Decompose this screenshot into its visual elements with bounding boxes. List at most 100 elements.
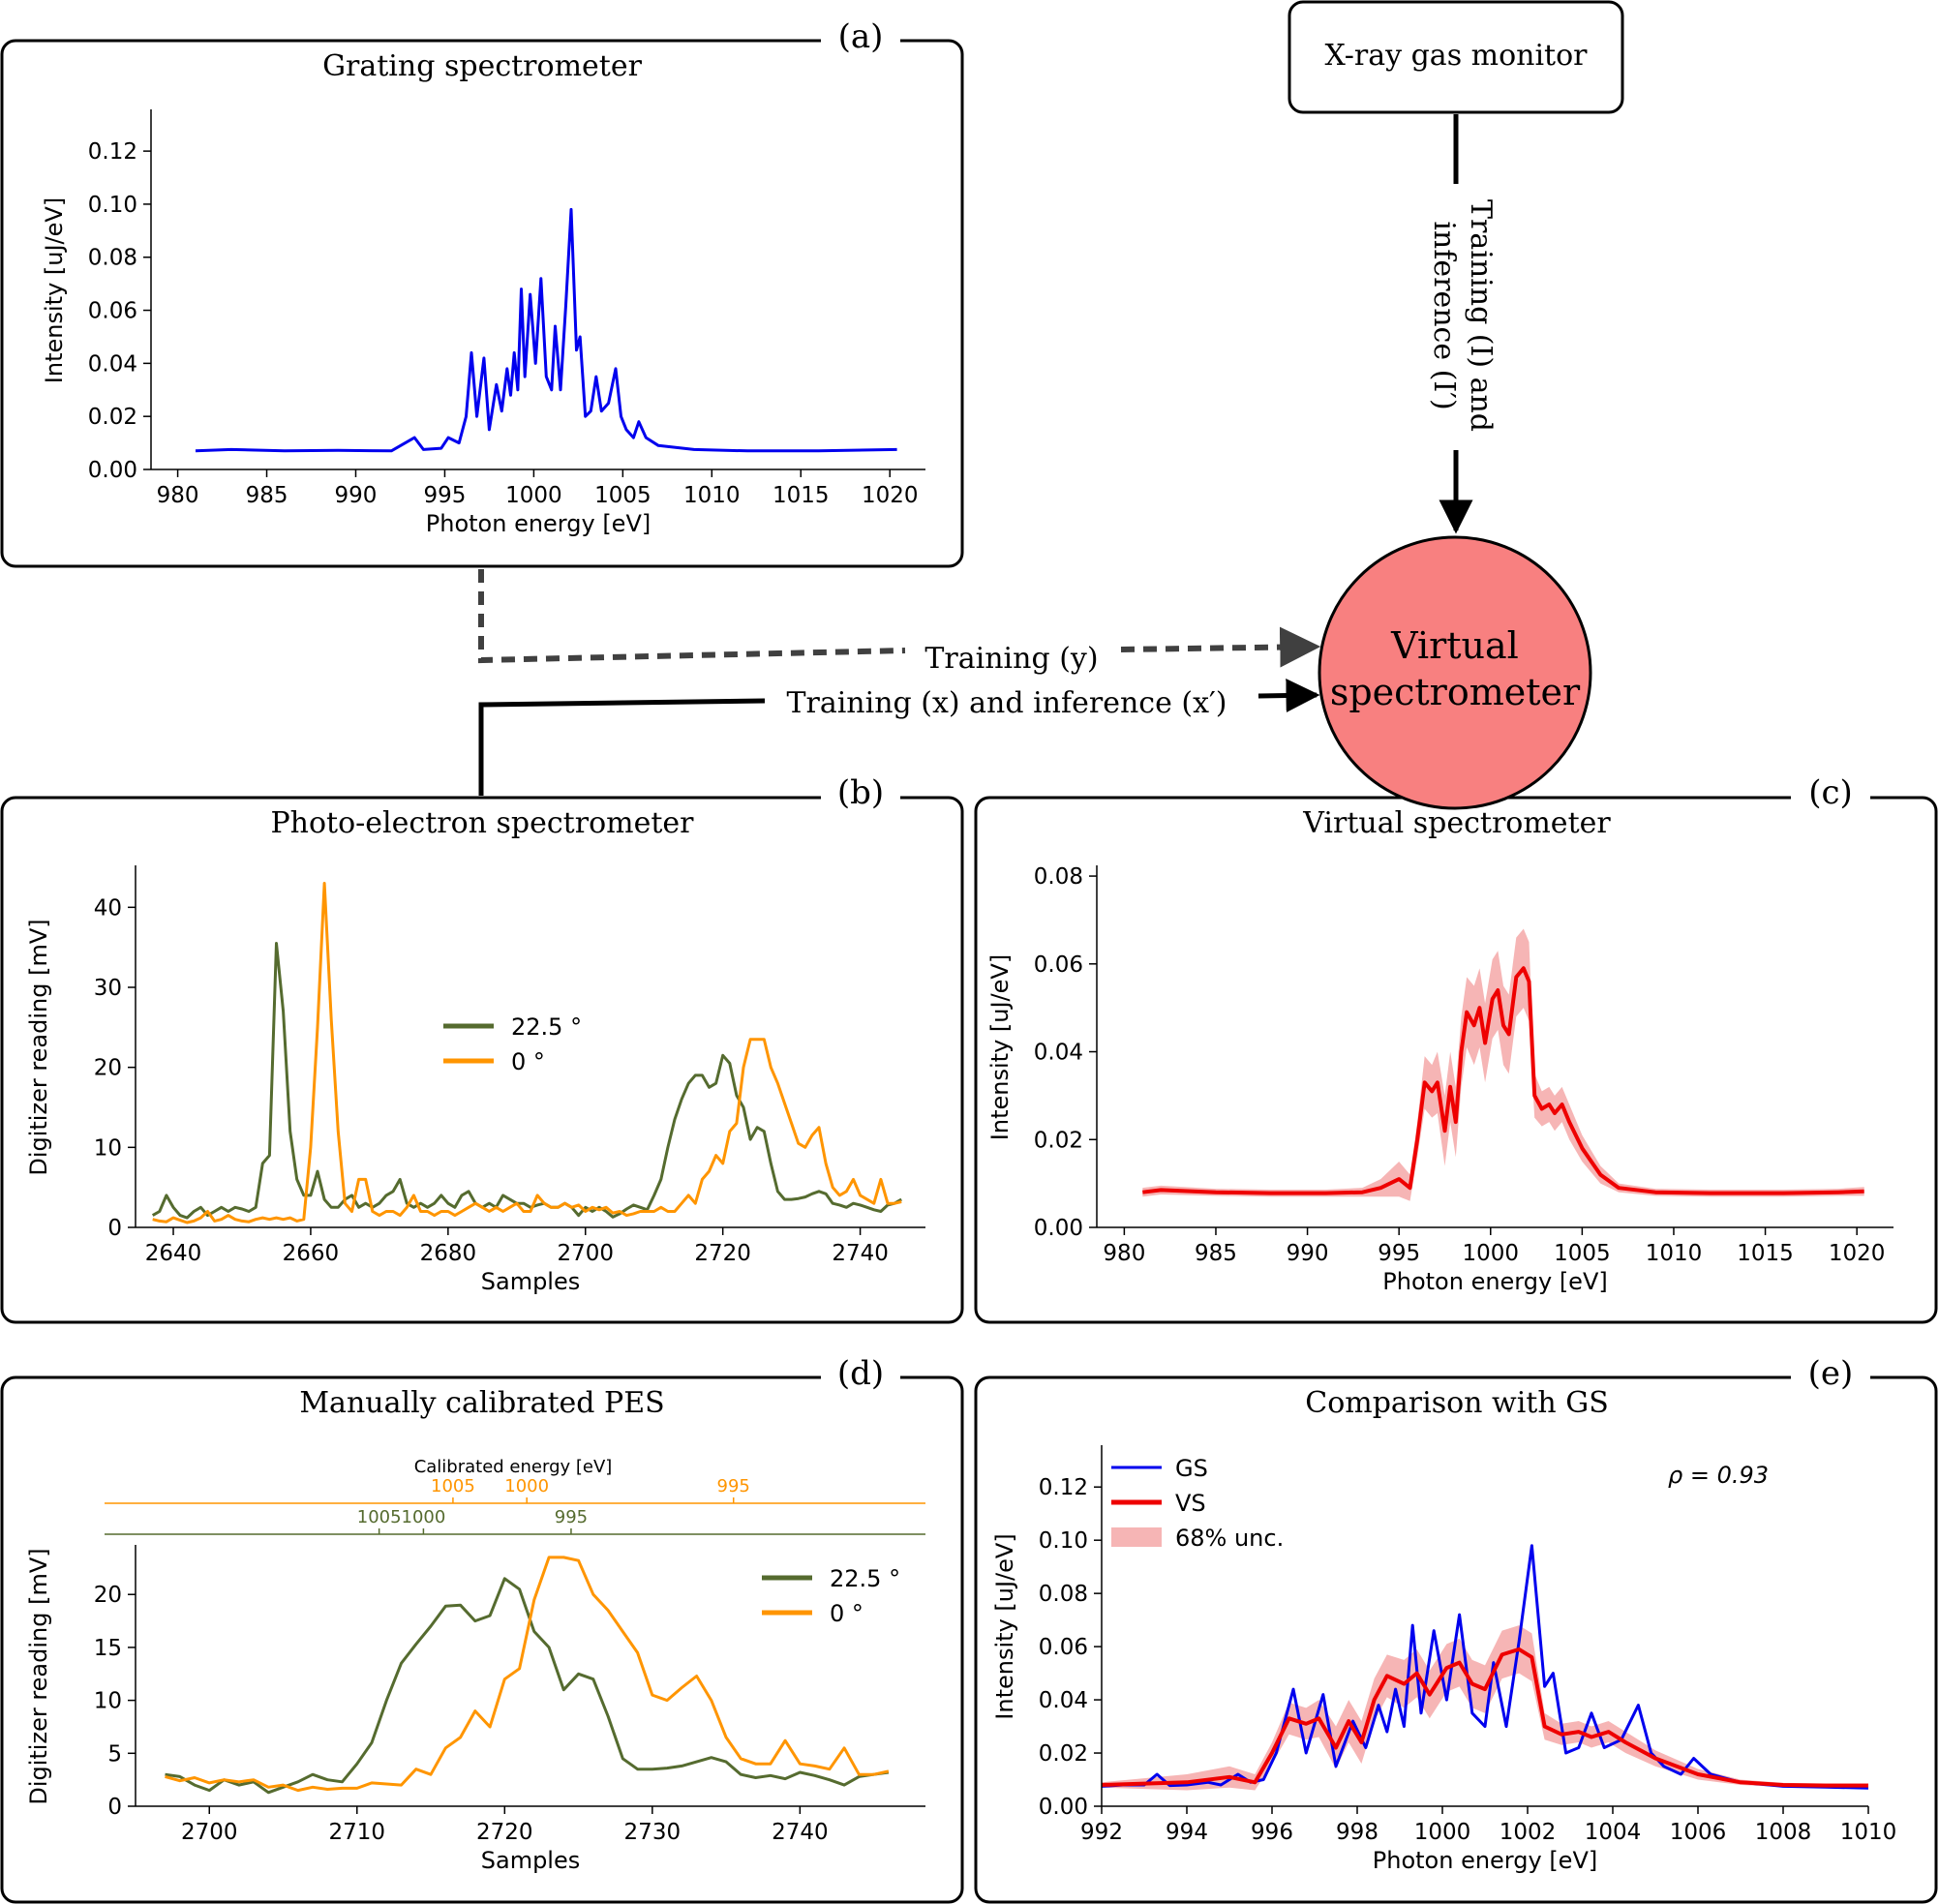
x-tick-label-a: 990 <box>335 483 378 508</box>
y-tick-label-d: 15 <box>94 1636 122 1661</box>
top-axis-green-label: 995 <box>555 1507 588 1527</box>
y-tick-label-a: 0.02 <box>88 405 137 430</box>
top-axis-green-label: 1005 <box>357 1507 402 1527</box>
y-tick-label-a: 0.10 <box>88 193 137 218</box>
x-axis-label-c: Photon energy [eV] <box>1382 1268 1607 1295</box>
x-tick-label-e: 992 <box>1080 1820 1123 1845</box>
x-tick-label-a: 1010 <box>683 483 741 508</box>
legend-label-e: GS <box>1175 1455 1208 1482</box>
top-axis-orange-label: 1000 <box>504 1476 549 1496</box>
y-tick-label-e: 0.02 <box>1039 1741 1088 1767</box>
x-tick-label-e: 994 <box>1166 1820 1208 1845</box>
y-tick-label-e: 0.00 <box>1039 1795 1088 1820</box>
x-tick-label-e: 1008 <box>1755 1820 1812 1845</box>
y-tick-label-e: 0.06 <box>1039 1635 1088 1660</box>
x-tick-label-c: 1000 <box>1462 1241 1519 1266</box>
chart-d: 2700 2710 2720 2730 2740 0 5 10 15 20 Samples Digit… <box>25 1457 925 1874</box>
chart-c: 980 985 990 995 1000 1005 1010 1015 1020 0.00 0.02… <box>986 864 1894 1295</box>
x-tick-label-b: 2640 <box>145 1241 202 1266</box>
series-line-b-0 <box>151 942 902 1220</box>
edge-gs-to-vs: Training (y) <box>478 569 1321 676</box>
x-tick-label-a: 980 <box>157 483 199 508</box>
series-line-a-0 <box>195 207 897 453</box>
panel-e-tag: (e) <box>1808 1354 1854 1393</box>
edge-pes-label: Training (x) and inference (x′) <box>786 686 1227 720</box>
vs-node: Virtual spectrometer <box>1318 535 1592 810</box>
y-tick-label-e: 0.12 <box>1039 1475 1088 1500</box>
x-tick-label-e: 1000 <box>1414 1820 1471 1845</box>
panel-a-frame: (a) Grating spectrometer <box>0 17 964 568</box>
panel-b-tag: (b) <box>837 773 884 812</box>
y-tick-label-e: 0.10 <box>1039 1528 1088 1554</box>
x-tick-label-e: 996 <box>1251 1820 1293 1845</box>
y-tick-label-c: 0.00 <box>1034 1216 1083 1241</box>
y-axis-label-b: Digitizer reading [mV] <box>25 919 52 1175</box>
panel-a-tag: (a) <box>838 17 884 56</box>
annotation-rho: ρ = 0.93 <box>1668 1462 1769 1489</box>
vs-node-line-1: Virtual <box>1390 624 1519 667</box>
x-tick-label-e: 998 <box>1336 1820 1379 1845</box>
y-tick-label-a: 0.04 <box>88 351 137 377</box>
edge-xgm-to-vs: Training (I) and inference (I′) <box>1427 114 1498 534</box>
x-tick-label-a: 1005 <box>594 483 651 508</box>
y-tick-label-c: 0.06 <box>1034 952 1083 978</box>
legend-label-d: 22.5 ° <box>830 1565 900 1592</box>
uncertainty-band-c <box>1142 928 1864 1201</box>
x-tick-label-d: 2720 <box>476 1820 533 1845</box>
y-tick-label-d: 10 <box>94 1689 122 1714</box>
top-axis-title: Calibrated energy [eV] <box>414 1457 613 1477</box>
panel-b-frame: (b) Photo-electron spectrometer <box>0 773 964 1324</box>
panel-c-title: Virtual spectrometer <box>1302 806 1611 840</box>
x-tick-label-e: 1006 <box>1670 1820 1727 1845</box>
y-tick-label-d: 20 <box>94 1583 122 1608</box>
uncertainty-band-e <box>1102 1625 1868 1791</box>
x-axis-label-d: Samples <box>481 1847 581 1874</box>
y-tick-label-a: 0.06 <box>88 299 137 324</box>
top-axis-green-label: 1000 <box>402 1507 446 1527</box>
series-line-e-1 <box>1101 1647 1868 1788</box>
y-axis-label-e: Intensity [uJ/eV] <box>991 1533 1018 1719</box>
y-tick-label-b: 10 <box>94 1135 122 1161</box>
y-tick-label-c: 0.08 <box>1034 864 1083 890</box>
panel-b-title: Photo-electron spectrometer <box>270 806 694 840</box>
x-axis-label-b: Samples <box>481 1268 581 1295</box>
panel-a-title: Grating spectrometer <box>322 49 643 83</box>
series-line-e-0 <box>1101 1544 1869 1790</box>
edge-xgm-label-2: inference (I′) <box>1427 221 1461 409</box>
legend-label-d: 0 ° <box>830 1600 863 1627</box>
top-axis-orange-label: 995 <box>717 1476 750 1496</box>
legend-label-e: VS <box>1175 1490 1206 1517</box>
y-tick-label-e: 0.04 <box>1039 1688 1088 1713</box>
y-tick-label-b: 20 <box>94 1056 122 1081</box>
x-tick-label-c: 990 <box>1287 1241 1329 1266</box>
xgm-label: X-ray gas monitor <box>1324 39 1588 73</box>
y-tick-label-d: 0 <box>107 1795 122 1820</box>
y-tick-label-e: 0.08 <box>1039 1582 1088 1607</box>
legend-label-b: 0 ° <box>511 1048 545 1075</box>
y-tick-label-c: 0.02 <box>1034 1128 1083 1153</box>
legend-label-b: 22.5 ° <box>511 1013 582 1041</box>
panel-e-frame: (e) Comparison with GS <box>974 1354 1938 1904</box>
x-tick-label-b: 2740 <box>832 1241 889 1266</box>
x-tick-label-c: 1015 <box>1737 1241 1794 1266</box>
x-tick-label-c: 1010 <box>1646 1241 1703 1266</box>
chart-b: 2640 2660 2680 2700 2720 2740 0 10 20 30 40 Samples… <box>25 865 925 1295</box>
panel-d-frame: (d) Manually calibrated PES <box>0 1354 964 1904</box>
y-tick-label-c: 0.04 <box>1034 1041 1083 1066</box>
panel-e-title: Comparison with GS <box>1305 1386 1609 1420</box>
y-axis-label-a: Intensity [uJ/eV] <box>41 197 68 383</box>
y-tick-label-b: 0 <box>107 1216 122 1241</box>
x-tick-label-c: 1005 <box>1554 1241 1611 1266</box>
panel-c-frame: (c) Virtual spectrometer <box>974 773 1938 1324</box>
chart-e: 992 994 996 998 1000 1002 1004 1006 1008 1010 0.00… <box>991 1445 1896 1874</box>
y-tick-label-b: 40 <box>94 895 122 921</box>
y-tick-label-d: 5 <box>107 1741 122 1767</box>
x-tick-label-d: 2730 <box>624 1820 682 1845</box>
legend-label-e: 68% unc. <box>1175 1525 1284 1552</box>
panel-d-title: Manually calibrated PES <box>299 1386 664 1420</box>
series-line-d-1 <box>165 1556 890 1793</box>
edge-gs-label: Training (y) <box>924 642 1098 676</box>
x-tick-label-e: 1004 <box>1585 1820 1642 1845</box>
x-tick-label-e: 1010 <box>1840 1820 1897 1845</box>
